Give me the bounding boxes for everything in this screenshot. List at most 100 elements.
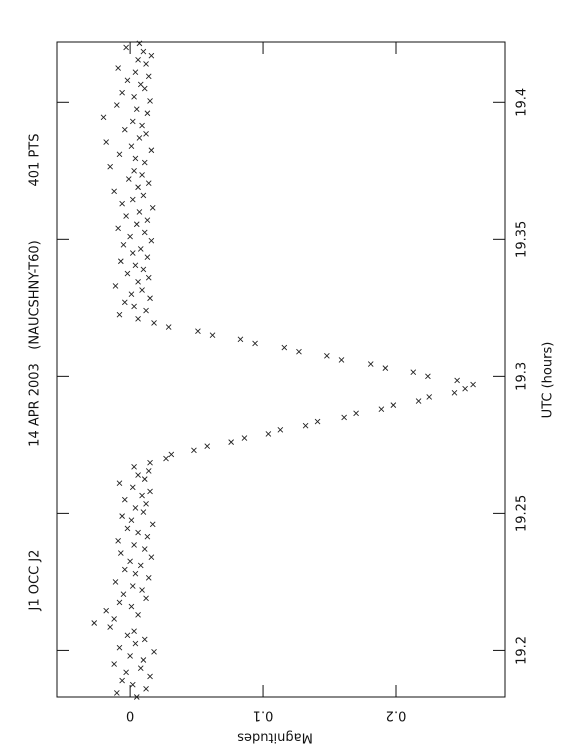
x-axis-label: UTC (hours) <box>541 342 556 419</box>
data-point <box>112 283 119 289</box>
data-point <box>135 315 141 322</box>
data-point <box>139 492 145 499</box>
data-point <box>123 44 129 51</box>
data-point <box>145 574 152 581</box>
data-point <box>127 558 133 565</box>
data-point <box>127 233 133 240</box>
data-point <box>314 418 321 425</box>
data-point <box>127 653 133 659</box>
data-point <box>353 410 359 417</box>
data-point <box>168 451 175 458</box>
data-point <box>141 229 148 236</box>
data-point <box>143 307 149 314</box>
data-point <box>137 246 144 252</box>
data-point <box>141 476 148 482</box>
data-point <box>121 566 128 573</box>
data-point <box>135 611 141 618</box>
data-point <box>117 550 124 556</box>
observatory-label: (NAUCSHNY-T60) <box>28 240 43 349</box>
data-point <box>143 500 149 507</box>
data-point <box>148 554 155 561</box>
data-point <box>139 122 145 129</box>
data-point <box>128 291 135 297</box>
data-point <box>124 270 131 277</box>
chart-title: J1 OCC J2 <box>28 550 43 612</box>
data-point <box>265 431 272 437</box>
data-point <box>129 681 136 688</box>
x-tick-label: 19.35 <box>515 221 530 258</box>
plot-frame <box>56 41 506 698</box>
y-tick-label: 0.2 <box>386 708 407 723</box>
data-point <box>144 217 151 223</box>
data-point <box>145 274 152 281</box>
data-point <box>145 180 152 186</box>
data-point <box>121 496 128 503</box>
data-point <box>143 130 149 137</box>
data-point <box>137 81 144 88</box>
data-point <box>141 546 148 552</box>
data-point <box>140 266 147 273</box>
data-point <box>191 447 197 454</box>
data-point <box>133 221 140 228</box>
data-point <box>116 599 123 606</box>
data-point <box>124 632 131 639</box>
data-point <box>137 665 144 672</box>
data-point <box>141 159 148 166</box>
data-point <box>237 336 244 343</box>
data-point <box>148 237 155 244</box>
data-point <box>147 459 153 466</box>
data-point <box>144 533 151 540</box>
data-point <box>133 694 140 700</box>
data-point <box>324 352 330 359</box>
data-point <box>367 361 374 367</box>
data-point <box>451 389 458 396</box>
data-point <box>145 73 152 80</box>
data-point <box>115 537 121 544</box>
data-point <box>149 521 156 528</box>
data-point <box>144 254 151 260</box>
data-point <box>136 135 143 141</box>
data-point <box>91 620 98 626</box>
data-point <box>139 287 145 293</box>
data-point <box>382 365 389 371</box>
x-tick-label: 19.2 <box>515 636 530 665</box>
data-point <box>425 373 431 380</box>
data-point <box>124 77 131 84</box>
data-point <box>302 422 309 429</box>
data-point <box>117 258 124 265</box>
data-point <box>462 385 468 392</box>
data-point <box>120 241 127 248</box>
data-point <box>135 529 141 536</box>
data-point <box>410 369 417 376</box>
data-point <box>228 439 234 445</box>
date-label: 14 APR 2003 <box>28 363 43 447</box>
data-point <box>132 155 139 162</box>
points-label: 401 PTS <box>28 134 43 187</box>
data-point <box>195 328 201 334</box>
data-point <box>128 517 135 524</box>
data-point <box>131 303 137 310</box>
data-point <box>119 89 125 96</box>
data-point <box>148 52 155 59</box>
data-point <box>128 143 135 149</box>
data-point <box>121 126 128 133</box>
data-point <box>132 570 139 577</box>
data-point <box>341 414 347 421</box>
data-point <box>103 139 110 145</box>
data-point <box>115 65 121 71</box>
data-point <box>277 426 284 433</box>
data-point <box>147 488 153 495</box>
data-point <box>296 348 302 355</box>
x-tick-label: 19.25 <box>515 495 530 532</box>
data-point <box>131 167 137 174</box>
data-point <box>140 509 147 515</box>
data-point <box>111 188 117 195</box>
data-point <box>120 591 127 598</box>
data-point <box>114 102 120 108</box>
data-point <box>115 225 121 232</box>
data-point <box>137 562 144 569</box>
data-point <box>116 480 123 487</box>
data-point <box>145 468 152 474</box>
